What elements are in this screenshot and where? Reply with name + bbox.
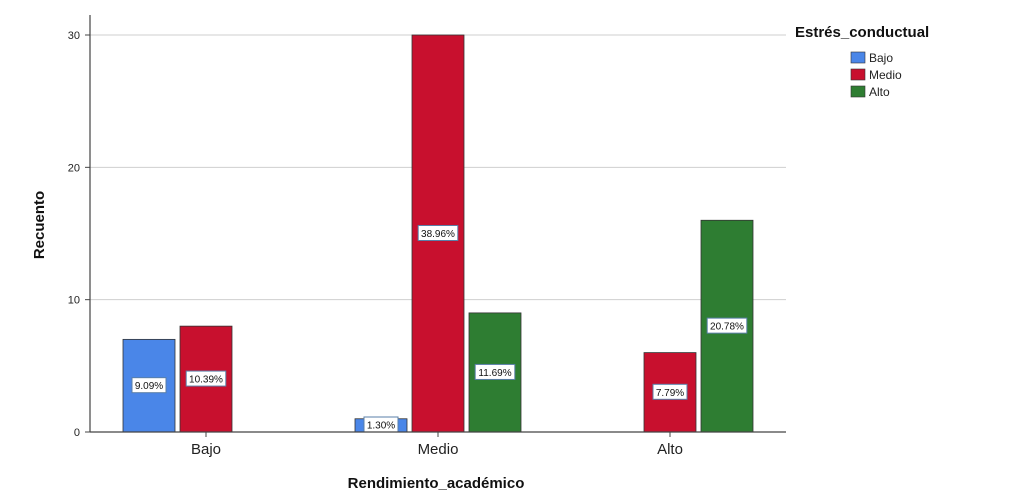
data-label: 7.79%	[652, 383, 688, 400]
data-label-box	[706, 317, 748, 334]
data-label-text: 20.78%	[710, 322, 744, 333]
data-label-box	[417, 225, 459, 241]
legend-label-medio: Medio	[869, 68, 902, 82]
data-label-box	[652, 383, 688, 400]
data-label-text: 9.09%	[135, 381, 163, 392]
data-label: 20.78%	[706, 317, 748, 334]
y-tick-label: 30	[68, 30, 80, 42]
data-label-text: 11.69%	[478, 368, 511, 379]
data-label-text: 38.96%	[421, 229, 455, 240]
legend: Estrés_conductual Bajo Medio Alto	[795, 24, 929, 99]
data-label: 10.39%	[185, 370, 227, 387]
data-label: 11.69%	[474, 363, 516, 380]
data-label-box	[474, 363, 516, 380]
legend-label-alto: Alto	[869, 85, 890, 99]
legend-swatch-medio	[850, 68, 866, 81]
legend-swatch-bajo	[850, 51, 866, 64]
legend-title: Estrés_conductual	[795, 24, 929, 41]
x-tick-label: Alto	[657, 441, 683, 458]
data-label-text: 7.79%	[656, 388, 684, 399]
x-tick-label: Medio	[418, 441, 459, 458]
data-label-box	[185, 370, 227, 387]
data-label-text: 1.30%	[367, 421, 395, 432]
legend-label-bajo: Bajo	[869, 51, 893, 65]
data-label: 1.30%	[363, 416, 399, 433]
axes: 0 10 20 30 Bajo Medio Alto	[68, 15, 786, 458]
y-tick-label: 20	[68, 162, 80, 174]
data-label: 38.96%	[417, 225, 459, 241]
data-label-text: 10.39%	[189, 375, 223, 386]
y-tick-label: 10	[68, 295, 80, 307]
data-labels: 9.09% 10.39% 1.30% 38.96% 11.69% 7.79% 20.78%	[131, 225, 748, 433]
x-axis-title: Rendimiento_académico	[348, 475, 525, 492]
data-label: 9.09%	[131, 377, 167, 394]
y-axis-title: Recuento	[31, 191, 48, 259]
x-tick-label: Bajo	[191, 441, 221, 458]
y-tick-label: 0	[74, 427, 80, 439]
legend-swatch-alto	[850, 85, 866, 98]
data-label-box	[131, 377, 167, 394]
